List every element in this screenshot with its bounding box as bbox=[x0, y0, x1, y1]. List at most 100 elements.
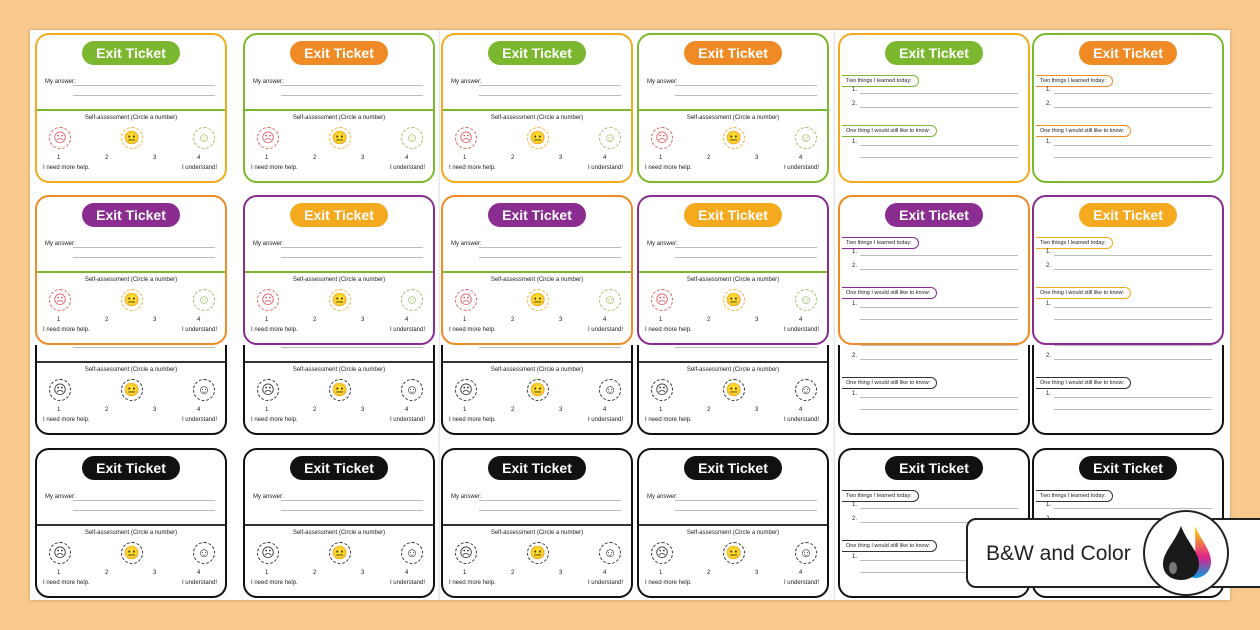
rating-number: 3 bbox=[153, 570, 157, 576]
write-line bbox=[1054, 359, 1212, 360]
need-help-label: I need more help. bbox=[43, 165, 90, 171]
my-answer-label: My answer: bbox=[253, 79, 284, 85]
rating-number: 2 bbox=[105, 407, 109, 413]
still-know-prompt: One thing I would still like to know: bbox=[842, 287, 938, 299]
divider bbox=[443, 524, 631, 526]
need-help-label: I need more help. bbox=[449, 580, 496, 586]
rating-number: 2 bbox=[707, 407, 711, 413]
self-assessment-label: Self-assessment (Circle a number) bbox=[686, 367, 780, 373]
item-number: 1. bbox=[1046, 249, 1052, 255]
face-happy-icon: ☺ bbox=[193, 289, 215, 311]
divider bbox=[37, 524, 225, 526]
understand-label: I understand! bbox=[587, 580, 623, 586]
rating-number: 4 bbox=[799, 407, 803, 413]
write-line bbox=[860, 145, 1018, 146]
rating-number: 2 bbox=[511, 155, 515, 161]
rating-number: 2 bbox=[105, 317, 109, 323]
rating-number: 1 bbox=[57, 407, 61, 413]
answer-line bbox=[281, 500, 423, 501]
face-happy-icon: ☺ bbox=[193, 542, 215, 564]
divider bbox=[639, 109, 827, 111]
face-neutral-icon: 😐 bbox=[527, 127, 549, 149]
divider bbox=[245, 271, 433, 273]
rating-number: 1 bbox=[463, 407, 467, 413]
answer-line bbox=[479, 247, 621, 248]
answer-line bbox=[675, 247, 817, 248]
understand-label: I understand! bbox=[181, 327, 217, 333]
answer-line bbox=[281, 247, 423, 248]
need-help-label: I need more help. bbox=[251, 165, 298, 171]
self-assessment-label: Self-assessment (Circle a number) bbox=[292, 367, 386, 373]
self-assessment-label: Self-assessment (Circle a number) bbox=[490, 115, 584, 121]
rating-number: 2 bbox=[313, 407, 317, 413]
rating-number: 1 bbox=[463, 570, 467, 576]
divider bbox=[639, 271, 827, 273]
rating-number: 2 bbox=[105, 155, 109, 161]
self-assessment-label: Self-assessment (Circle a number) bbox=[686, 115, 780, 121]
ticket-title: Exit Ticket bbox=[684, 41, 782, 65]
item-number: 1. bbox=[852, 502, 858, 508]
ticket-title: Exit Ticket bbox=[488, 41, 586, 65]
ticket-title: Exit Ticket bbox=[684, 203, 782, 227]
write-line bbox=[1054, 409, 1212, 410]
write-line bbox=[860, 508, 1018, 509]
answer-line bbox=[675, 95, 817, 96]
self-assessment-label: Self-assessment (Circle a number) bbox=[292, 277, 386, 283]
rating-number: 3 bbox=[361, 570, 365, 576]
rating-number: 3 bbox=[755, 570, 759, 576]
ticket-title: Exit Ticket bbox=[684, 456, 782, 480]
ticket-slot: Exit Ticket My answer: Self-assessment (Ci… bbox=[243, 195, 437, 345]
write-line bbox=[860, 560, 1018, 561]
rating-number: 1 bbox=[57, 155, 61, 161]
rating-number: 3 bbox=[559, 407, 563, 413]
item-number: 1. bbox=[1046, 391, 1052, 397]
ticket-title: Exit Ticket bbox=[1079, 41, 1177, 65]
self-assessment-label: Self-assessment (Circle a number) bbox=[490, 530, 584, 536]
answer-line bbox=[479, 347, 621, 348]
rating-number: 2 bbox=[511, 407, 515, 413]
answer-line bbox=[281, 85, 423, 86]
answer-line bbox=[479, 85, 621, 86]
write-line bbox=[860, 397, 1018, 398]
need-help-label: I need more help. bbox=[449, 165, 496, 171]
need-help-label: I need more help. bbox=[43, 580, 90, 586]
face-sad-icon: ☹ bbox=[257, 289, 279, 311]
answer-line bbox=[281, 95, 423, 96]
write-line bbox=[1054, 319, 1212, 320]
understand-label: I understand! bbox=[783, 327, 819, 333]
rating-number: 4 bbox=[603, 155, 607, 161]
understand-label: I understand! bbox=[783, 580, 819, 586]
divider bbox=[443, 361, 631, 363]
answer-line bbox=[675, 257, 817, 258]
item-number: 2. bbox=[852, 101, 858, 107]
still-know-prompt: One thing I would still like to know: bbox=[1036, 377, 1132, 389]
write-line bbox=[860, 359, 1018, 360]
my-answer-label: My answer: bbox=[451, 494, 482, 500]
my-answer-label: My answer: bbox=[451, 241, 482, 247]
understand-label: I understand! bbox=[181, 417, 217, 423]
answer-line bbox=[281, 510, 423, 511]
understand-label: I understand! bbox=[783, 417, 819, 423]
rating-number: 1 bbox=[57, 317, 61, 323]
item-number: 2. bbox=[1046, 353, 1052, 359]
need-help-label: I need more help. bbox=[251, 580, 298, 586]
face-neutral-icon: 😐 bbox=[723, 127, 745, 149]
rating-number: 4 bbox=[603, 570, 607, 576]
self-assessment-label: Self-assessment (Circle a number) bbox=[84, 367, 178, 373]
rating-number: 3 bbox=[153, 317, 157, 323]
write-line bbox=[1054, 508, 1212, 509]
